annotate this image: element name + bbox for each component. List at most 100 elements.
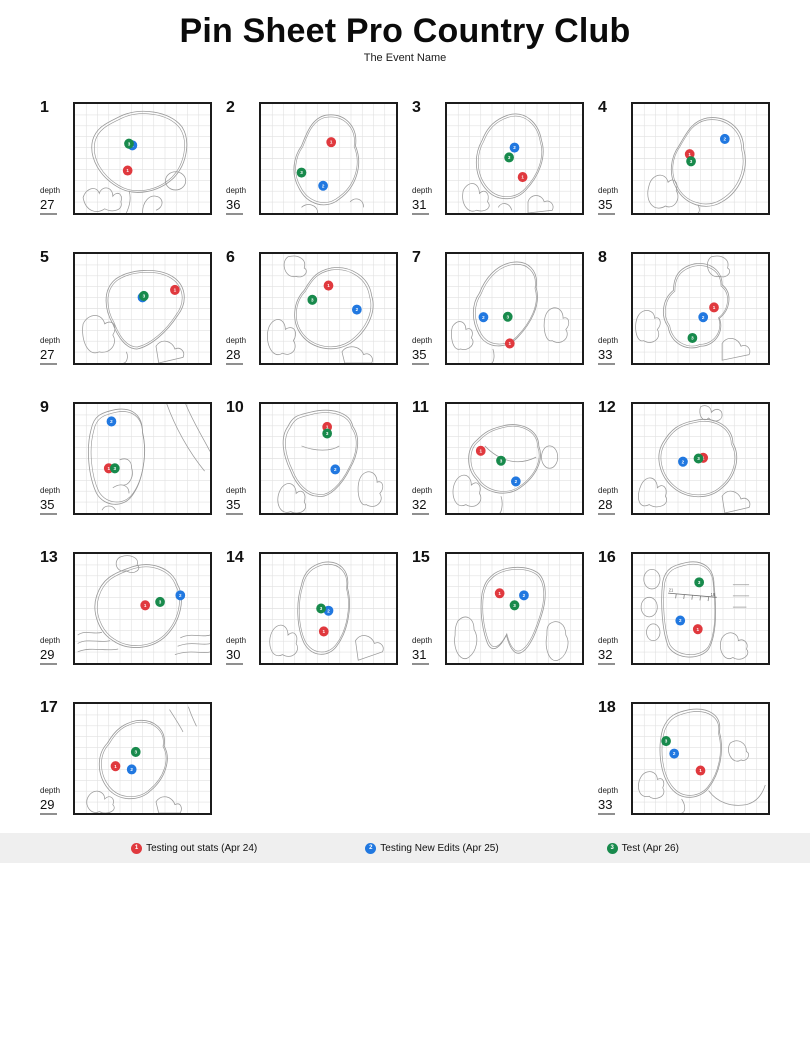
hole-rail: 13 depth 29 — [40, 549, 73, 666]
pin-red: 1 — [695, 765, 706, 776]
depth-label: depth — [226, 636, 247, 646]
hole-number: 10 — [226, 399, 244, 417]
svg-text:1: 1 — [521, 175, 524, 180]
hole-number: 6 — [226, 249, 235, 267]
pin-green: 3 — [686, 156, 696, 167]
depth-label: depth — [598, 186, 619, 196]
hole-8: 8 depth 33 1 2 3 — [598, 250, 770, 366]
depth-block: depth 29 — [40, 786, 70, 816]
svg-text:2: 2 — [179, 593, 182, 598]
depth-block: depth 35 — [226, 486, 256, 516]
hole-1: 1depth27123 — [40, 100, 212, 216]
depth-block: depth 32 — [412, 486, 442, 516]
hole-rail: 16 depth 32 — [598, 549, 631, 666]
depth-block: depth 36 — [226, 186, 256, 216]
pin-red: 1 — [170, 284, 180, 296]
pin-blue: 2 — [126, 764, 137, 775]
green-diagram: 123 — [73, 252, 212, 366]
depth-label: depth — [598, 486, 619, 496]
hole-rail: 14 depth 30 — [226, 550, 259, 666]
hole-number: 13 — [40, 549, 58, 567]
green-diagram-svg: 123 — [447, 404, 582, 514]
svg-text:1: 1 — [509, 341, 512, 346]
depth-label: depth — [412, 186, 433, 196]
depth-value: 33 — [598, 347, 615, 366]
pin-green: 3 — [322, 428, 333, 439]
pin-blue: 2 — [351, 304, 362, 315]
svg-text:1: 1 — [702, 455, 705, 460]
green-diagram-svg: 123 — [75, 554, 210, 664]
pin-green: 3 — [124, 138, 134, 149]
hole-4: 4 depth 35 1 2 3 — [598, 100, 770, 216]
legend-label: Testing out stats (Apr 24) — [146, 842, 258, 854]
depth-block: depth 29 — [40, 636, 70, 666]
hole-number: 17 — [40, 699, 58, 717]
depth-label: depth — [40, 486, 61, 496]
depth-block: depth 35 — [40, 486, 70, 516]
svg-text:3: 3 — [665, 739, 668, 744]
depth-value: 31 — [412, 647, 429, 666]
svg-text:3: 3 — [311, 297, 314, 302]
legend-item-green: 3 Test (Apr 26) — [606, 842, 679, 854]
depth-label: depth — [598, 786, 619, 796]
ridge-label: 21 — [669, 588, 674, 593]
pin-blue: 2 — [106, 416, 117, 427]
svg-text:3: 3 — [114, 466, 117, 471]
depth-label: depth — [226, 336, 247, 346]
green-diagram-svg: 123 — [75, 704, 210, 814]
depth-value: 30 — [226, 647, 243, 666]
depth-block: depth 31 — [412, 186, 442, 216]
holes-grid: 1depth271232depth361233depth311234depth3… — [0, 100, 810, 816]
pin-blue: 2 — [719, 133, 730, 145]
legend-item-red: 1 Testing out stats (Apr 24) — [131, 842, 258, 854]
hole-number: 16 — [598, 549, 616, 567]
svg-text:3: 3 — [508, 155, 511, 160]
hole-rail: 7 depth 35 — [412, 250, 445, 366]
pin-blue: 2 — [698, 312, 709, 323]
svg-text:3: 3 — [697, 456, 700, 461]
hole-13: 13 depth 29 1 2 3 — [40, 549, 212, 666]
hole-rail: 17 depth 29 — [40, 699, 73, 816]
hole-9: 9 depth 35 2 1 3 — [40, 400, 212, 516]
depth-value: 28 — [598, 497, 615, 516]
svg-text:1: 1 — [323, 629, 326, 634]
svg-text:3: 3 — [690, 159, 693, 164]
svg-text:2: 2 — [482, 315, 485, 320]
hole-number: 15 — [412, 549, 430, 567]
pin-green: 3 — [316, 603, 326, 614]
hole-rail: 3 depth 31 — [412, 100, 445, 216]
depth-value: 29 — [40, 647, 57, 666]
pin-blue: 2 — [478, 312, 489, 323]
svg-text:2: 2 — [515, 479, 518, 484]
svg-text:2: 2 — [334, 467, 337, 472]
green-diagram-svg: 123 — [633, 104, 768, 214]
pin-green: 3 — [502, 311, 513, 322]
hole-rail: 18 depth 33 — [598, 700, 631, 816]
svg-text:1: 1 — [107, 466, 110, 471]
pin-green: 3 — [138, 290, 149, 302]
hole-rail: 8 depth 33 — [598, 250, 631, 366]
depth-value: 35 — [412, 347, 429, 366]
depth-block: depth 35 — [412, 336, 442, 366]
green-diagram-svg: 2 13 — [633, 404, 768, 514]
hole-rail: 5 depth 27 — [40, 250, 73, 366]
green-diagram-svg: 1 2 3 — [447, 254, 582, 364]
depth-value: 27 — [40, 197, 57, 216]
svg-text:1: 1 — [697, 627, 700, 632]
depth-label: depth — [40, 636, 61, 646]
hole-17: 17 depth 29 1 2 3 — [40, 699, 212, 816]
pin-green: 3 — [296, 167, 307, 178]
green-pin-icon: 3 — [606, 842, 618, 854]
green-diagram-svg: 123 — [261, 554, 396, 664]
hole-6: 6 depth 28 1 2 3 — [226, 249, 398, 366]
depth-label: depth — [412, 336, 433, 346]
depth-label: depth — [412, 636, 433, 646]
svg-text:1: 1 — [498, 591, 501, 596]
pin-blue: 2 — [675, 615, 686, 626]
hole-15: 15 depth 31 1 2 3 — [412, 549, 584, 666]
